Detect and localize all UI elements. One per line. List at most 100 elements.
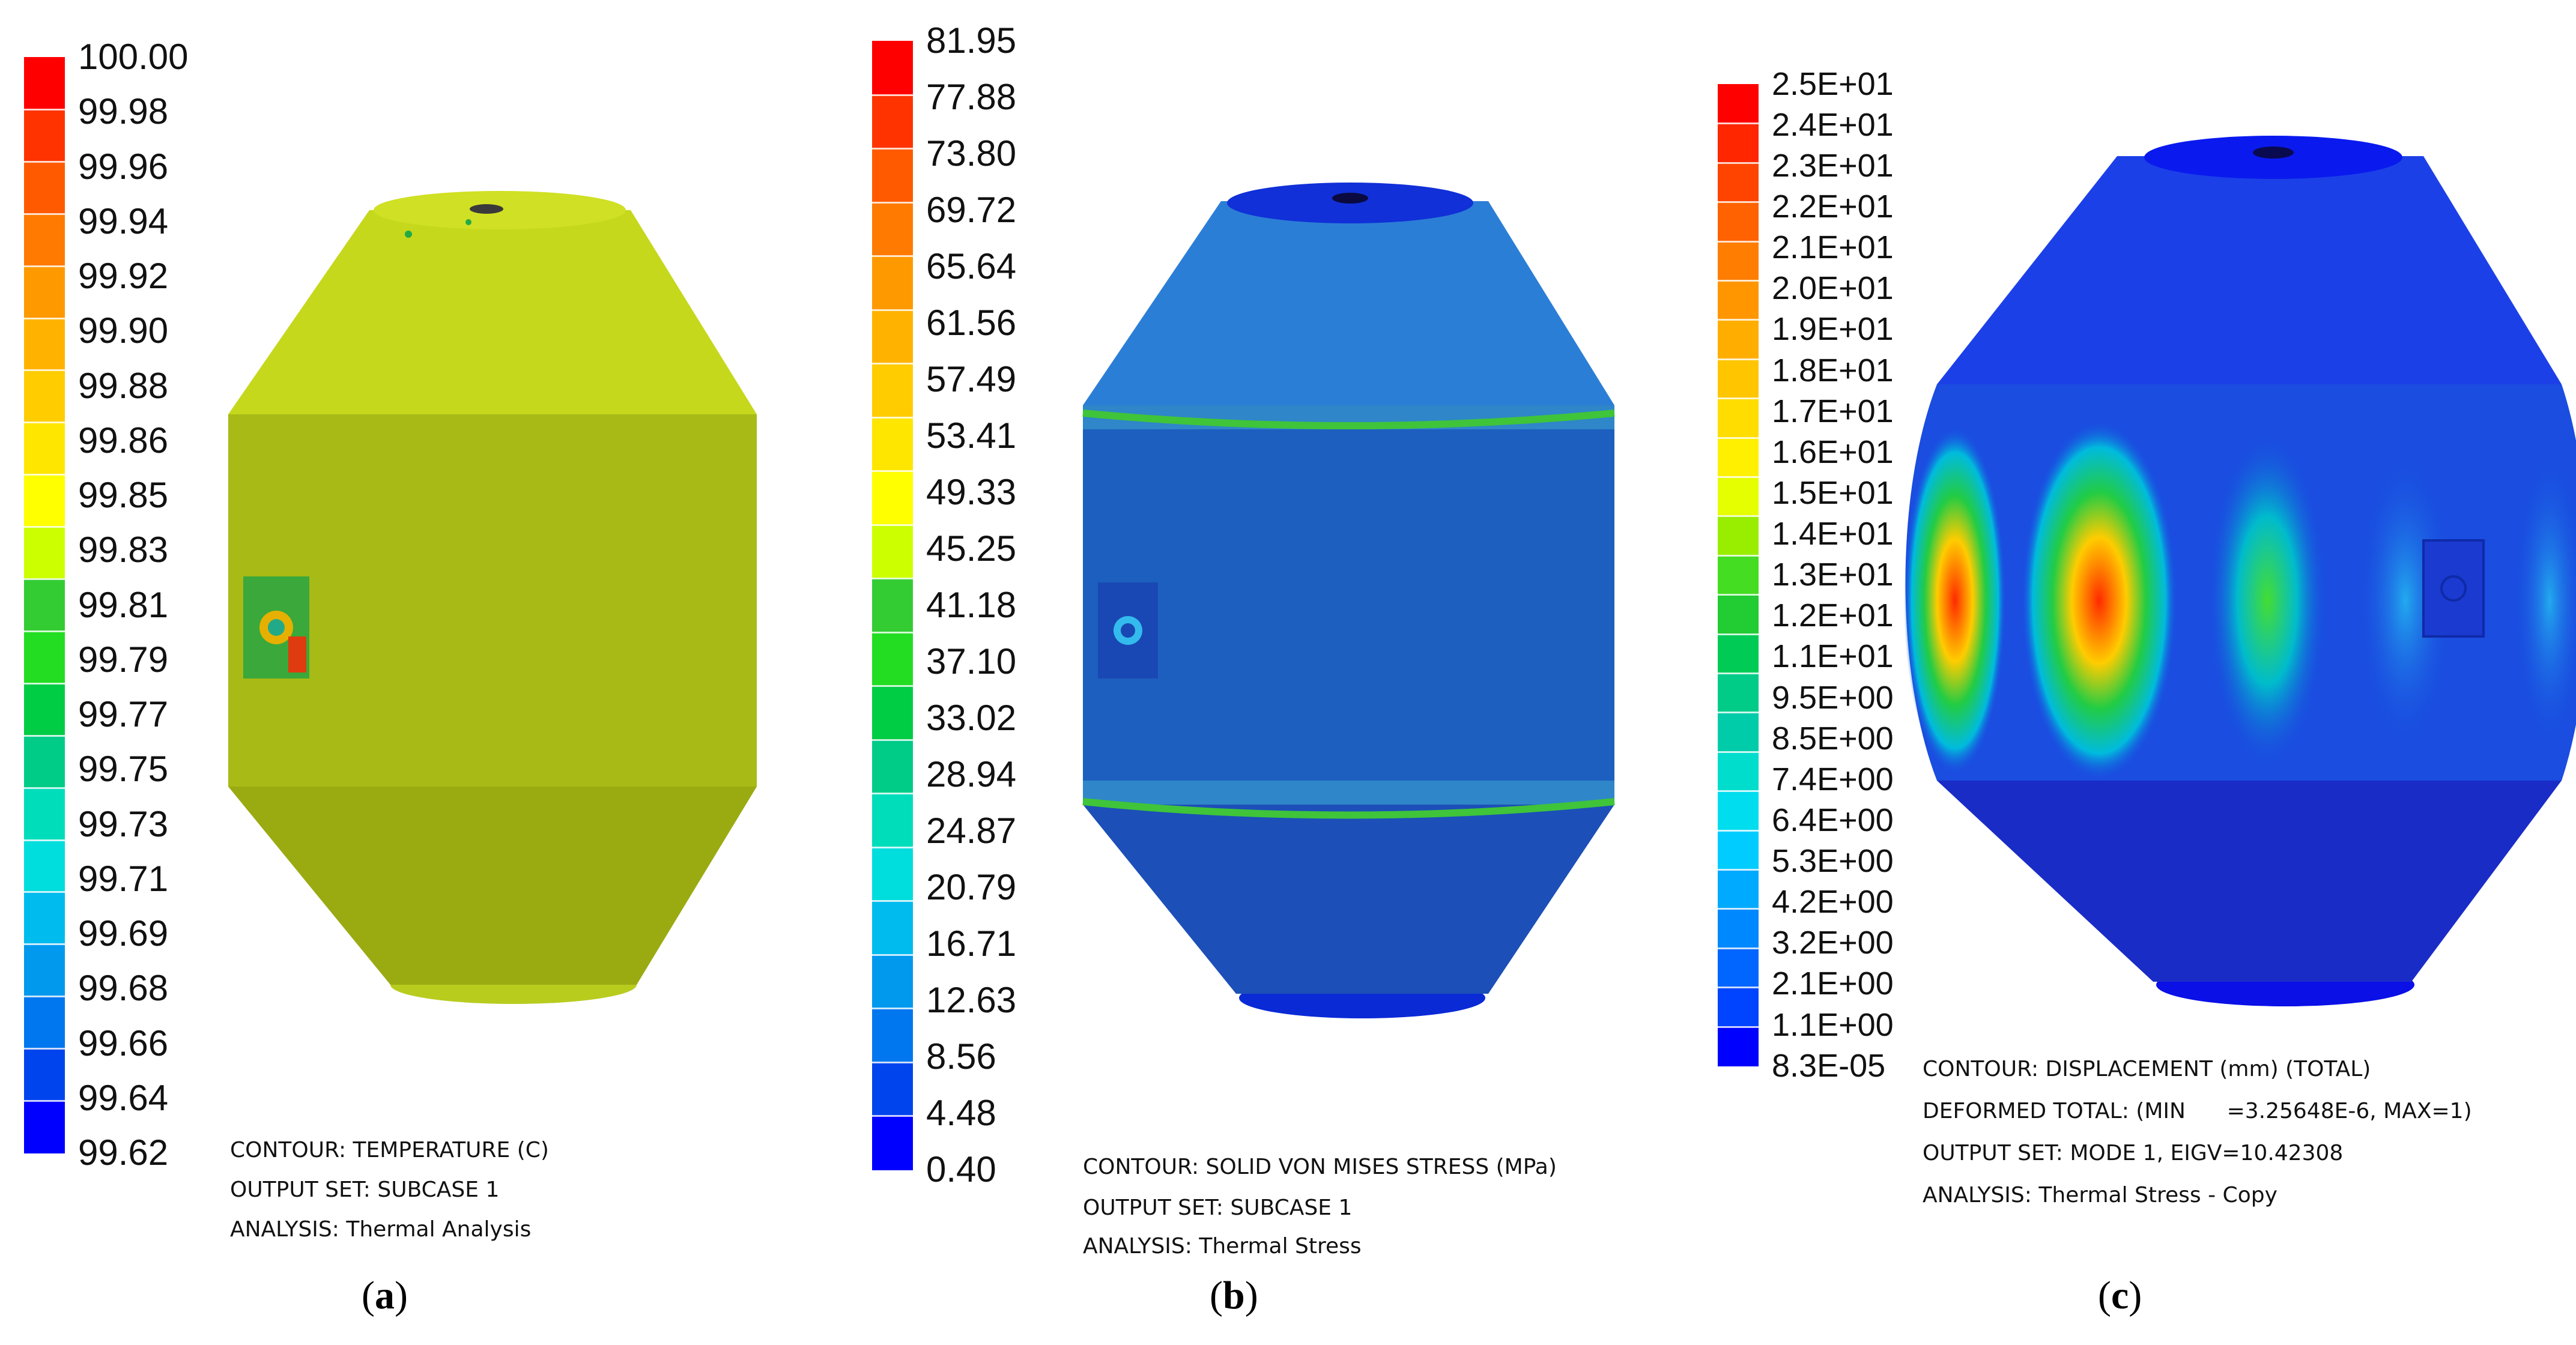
- colorbar-tick: [24, 1048, 65, 1050]
- colorbar-segment: [872, 1008, 913, 1063]
- colorbar-segment: [1718, 555, 1759, 596]
- nozzle-patch: [2422, 539, 2485, 638]
- info-analysis: ANALYSIS: Thermal Analysis: [230, 1217, 532, 1242]
- legend-label: 1.1E+00: [1772, 1006, 1894, 1043]
- colorbar-tick: [1718, 162, 1759, 164]
- panel-c: 2.5E+01 2.4E+01 2.3E+01 2.2E+01 2.1E+01 2.0E+…: [1718, 0, 2576, 1345]
- colorbar-segment: [872, 954, 913, 1009]
- caption-c: (c): [2098, 1274, 2142, 1317]
- colorbar-segment: [872, 471, 913, 525]
- legend-label: 1.2E+01: [1772, 597, 1894, 634]
- colorbar-tick: [872, 631, 913, 633]
- legend-label: 69.72: [926, 190, 1017, 231]
- legend-label: 99.79: [78, 639, 169, 680]
- legend-label: 5.3E+00: [1772, 843, 1894, 880]
- temperature-colorbar: [24, 57, 65, 1153]
- colorbar-tick: [24, 682, 65, 685]
- colorbar-tick: [872, 578, 913, 580]
- colorbar-segment: [872, 417, 913, 472]
- colorbar-tick: [1718, 240, 1759, 243]
- legend-label: 61.56: [926, 303, 1017, 343]
- colorbar-tick: [872, 309, 913, 311]
- colorbar-segment: [1718, 280, 1759, 321]
- legend-label: 6.4E+00: [1772, 802, 1894, 838]
- colorbar-segment: [872, 793, 913, 848]
- displacement-vessel-model: [1904, 136, 2576, 1006]
- legend-label: 2.1E+01: [1772, 229, 1894, 266]
- legend-label: 2.4E+01: [1772, 106, 1894, 143]
- colorbar-segment: [872, 578, 913, 633]
- colorbar-tick: [1718, 515, 1759, 518]
- legend-label: 0.40: [926, 1149, 996, 1190]
- colorbar-segment: [872, 256, 913, 310]
- legend-label: 99.77: [78, 694, 169, 735]
- colorbar-tick: [24, 474, 65, 476]
- legend-label: 99.66: [78, 1023, 169, 1063]
- colorbar-tick: [24, 943, 65, 946]
- colorbar-segment: [1718, 319, 1759, 360]
- legend-label: 99.94: [78, 201, 169, 241]
- colorbar-segment: [1718, 594, 1759, 635]
- legend-label: 81.95: [926, 20, 1017, 61]
- colorbar-segment: [1718, 869, 1759, 910]
- colorbar-segment: [1718, 712, 1759, 752]
- colorbar-segment: [24, 57, 65, 110]
- colorbar-segment: [1718, 516, 1759, 556]
- colorbar-segment: [24, 527, 65, 580]
- legend-label: 99.86: [78, 420, 169, 461]
- legend-label: 99.75: [78, 749, 169, 790]
- panel-b: 81.95 77.88 73.80 69.72 65.64 61.56 57.49 53.41…: [859, 0, 1718, 1345]
- colorbar-tick: [1718, 280, 1759, 282]
- legend-label: 1.8E+01: [1772, 352, 1894, 388]
- colorbar-tick: [872, 846, 913, 848]
- colorbar-segment: [24, 735, 65, 788]
- colorbar-segment: [1718, 673, 1759, 713]
- colorbar-tick: [872, 954, 913, 956]
- colorbar-tick: [24, 578, 65, 581]
- colorbar-segment: [1718, 477, 1759, 517]
- colorbar-segment: [872, 41, 913, 95]
- colorbar-segment: [872, 202, 913, 257]
- legend-label: 99.85: [78, 475, 169, 516]
- colorbar-segment: [872, 524, 913, 579]
- legend-label: 24.87: [926, 811, 1017, 851]
- colorbar-tick: [24, 526, 65, 528]
- colorbar-segment: [1718, 123, 1759, 163]
- colorbar-segment: [24, 1101, 65, 1153]
- colorbar-tick: [872, 900, 913, 902]
- info-analysis: ANALYSIS: Thermal Stress - Copy: [1923, 1183, 2277, 1207]
- lower-cone: [1937, 781, 2562, 982]
- legend-label: 2.3E+01: [1772, 147, 1894, 184]
- colorbar-segment: [872, 309, 913, 364]
- colorbar-tick: [1718, 908, 1759, 910]
- colorbar-segment: [1718, 830, 1759, 870]
- legend-label: 57.49: [926, 359, 1017, 400]
- legend-label: 1.6E+01: [1772, 434, 1894, 470]
- colorbar-segment: [1718, 633, 1759, 674]
- info-deformed-total: DEFORMED TOTAL: (MIN =3.25648E-6, MAX=1): [1923, 1099, 2472, 1123]
- legend-label: 41.18: [926, 585, 1017, 626]
- colorbar-tick: [872, 685, 913, 688]
- colorbar-tick: [1718, 476, 1759, 478]
- colorbar-segment: [24, 683, 65, 736]
- legend-label: 49.33: [926, 472, 1017, 513]
- colorbar-tick: [24, 213, 65, 215]
- legend-label: 16.71: [926, 923, 1017, 964]
- colorbar-segment: [872, 901, 913, 955]
- upper-cone: [228, 210, 757, 414]
- colorbar-tick: [24, 996, 65, 998]
- colorbar-segment: [872, 1062, 913, 1117]
- colorbar-tick: [1718, 122, 1759, 125]
- colorbar-tick: [872, 739, 913, 741]
- colorbar-segment: [24, 265, 65, 319]
- legend-label: 99.83: [78, 530, 169, 570]
- colorbar-tick: [1718, 437, 1759, 439]
- colorbar-tick: [1718, 829, 1759, 832]
- legend-label: 1.1E+01: [1772, 638, 1894, 675]
- panel-a: 100.00 99.98 99.96 99.94 99.92 99.90 99.88 99.8…: [0, 0, 859, 1345]
- colorbar-segment: [1718, 437, 1759, 477]
- colorbar-tick: [872, 363, 913, 365]
- legend-label: 2.5E+01: [1772, 65, 1894, 102]
- stress-colorbar: [872, 41, 913, 1170]
- colorbar-tick: [872, 470, 913, 473]
